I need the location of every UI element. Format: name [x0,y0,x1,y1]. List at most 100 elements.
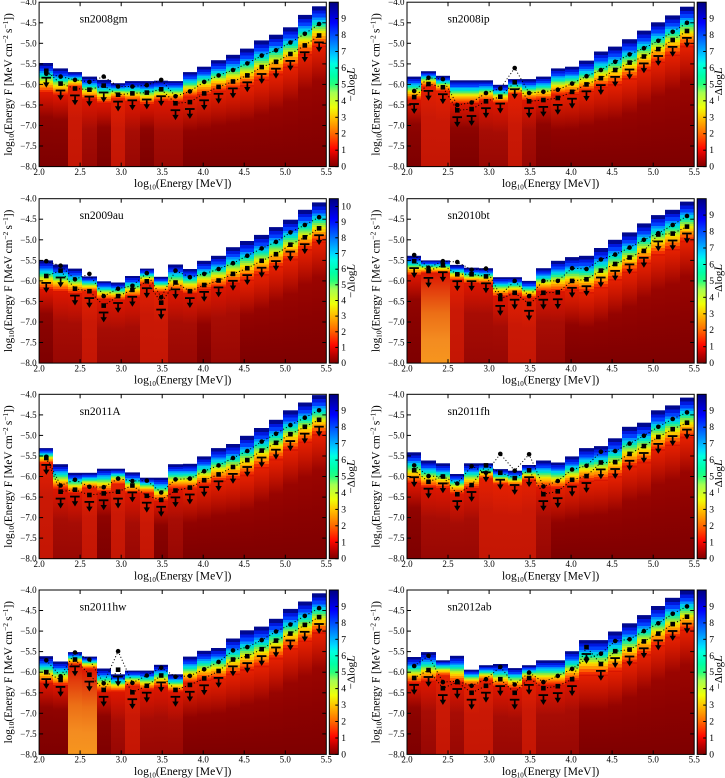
svg-text:4.0: 4.0 [198,559,210,569]
svg-text:−4.0: −4.0 [20,194,37,204]
svg-text:log10(Energy F [MeV cm−2 s−1]): log10(Energy F [MeV cm−2 s−1]) [1,209,16,352]
svg-text:5: 5 [709,472,714,483]
svg-text:10: 10 [341,202,351,213]
svg-text:−5.5: −5.5 [388,255,405,265]
svg-text:0: 0 [341,749,346,760]
svg-text:1: 1 [709,537,714,548]
svg-text:sn2010bt: sn2010bt [448,210,491,222]
svg-text:−7.0: −7.0 [20,513,37,523]
svg-text:4: 4 [341,488,346,499]
svg-text:−8.0: −8.0 [20,554,37,564]
svg-text:−6.5: −6.5 [20,492,37,502]
svg-text:5.5: 5.5 [321,755,333,765]
svg-text:8: 8 [709,618,714,629]
svg-text:log10(Energy F [MeV cm−2 s−1]): log10(Energy F [MeV cm−2 s−1]) [369,405,384,548]
svg-text:5: 5 [341,472,346,483]
svg-text:5.5: 5.5 [689,755,701,765]
svg-text:−6.0: −6.0 [388,79,405,89]
svg-text:5.0: 5.0 [648,755,660,765]
svg-text:−4.0: −4.0 [20,389,37,399]
svg-text:1: 1 [709,342,714,353]
svg-text:5.0: 5.0 [648,363,660,373]
svg-text:7: 7 [709,439,714,450]
svg-text:5: 5 [709,79,714,90]
svg-text:3.0: 3.0 [116,559,128,569]
svg-text:3.5: 3.5 [157,755,169,765]
svg-text:3.0: 3.0 [483,755,495,765]
svg-text:4.5: 4.5 [606,363,618,373]
svg-text:log10(Energy [MeV]): log10(Energy [MeV]) [502,177,599,192]
svg-text:2: 2 [341,521,346,532]
svg-text:7: 7 [709,47,714,58]
svg-text:3.5: 3.5 [524,363,536,373]
svg-text:0: 0 [709,554,714,565]
svg-text:sn2011fh: sn2011fh [448,406,491,418]
svg-text:−6.0: −6.0 [20,276,37,286]
svg-text:log10(Energy F [MeV cm−2 s−1]): log10(Energy F [MeV cm−2 s−1]) [1,13,16,156]
svg-text:2: 2 [709,521,714,532]
svg-text:−7.5: −7.5 [388,141,405,151]
svg-text:1: 1 [341,145,346,156]
svg-text:5: 5 [709,276,714,287]
svg-text:7: 7 [341,439,346,450]
svg-text:−ΔlogL: −ΔlogL [343,264,357,298]
svg-text:9: 9 [709,210,714,221]
svg-text:2: 2 [709,129,714,140]
svg-text:−8.0: −8.0 [20,749,37,759]
svg-text:−7.5: −7.5 [388,338,405,348]
svg-text:2: 2 [341,717,346,728]
svg-text:8: 8 [341,618,346,629]
svg-text:−7.0: −7.0 [388,317,405,327]
svg-text:−4.5: −4.5 [388,214,405,224]
svg-text:4: 4 [709,292,714,303]
svg-text:−8.0: −8.0 [388,554,405,564]
svg-text:5.0: 5.0 [280,167,292,177]
svg-text:8: 8 [709,227,714,238]
svg-text:6: 6 [709,455,714,466]
svg-text:3.5: 3.5 [157,167,169,177]
svg-text:−4.0: −4.0 [388,585,405,595]
svg-text:−5.5: −5.5 [20,255,37,265]
svg-text:log10(Energy [MeV]): log10(Energy [MeV]) [502,569,599,584]
svg-text:3: 3 [341,311,346,322]
svg-text:4.0: 4.0 [565,755,577,765]
svg-text:−4.0: −4.0 [388,389,405,399]
svg-text:3: 3 [341,504,346,515]
svg-text:−7.5: −7.5 [388,533,405,543]
svg-text:−5.0: −5.0 [20,235,37,245]
svg-text:−7.0: −7.0 [20,121,37,131]
svg-text:sn2011hw: sn2011hw [80,602,128,614]
svg-text:−5.0: −5.0 [388,38,405,48]
svg-text:−7.0: −7.0 [388,513,405,523]
svg-text:−5.0: −5.0 [20,626,37,636]
svg-text:9: 9 [709,14,714,25]
svg-text:sn2008ip: sn2008ip [448,14,490,26]
svg-text:log10(Energy F [MeV cm−2 s−1]): log10(Energy F [MeV cm−2 s−1]) [1,405,16,548]
svg-text:log10(Energy [MeV]): log10(Energy [MeV]) [502,374,599,389]
svg-text:5.0: 5.0 [280,755,292,765]
svg-text:log10(Energy [MeV]): log10(Energy [MeV]) [134,177,231,192]
svg-text:−ΔlogL: −ΔlogL [711,264,725,298]
svg-text:2.5: 2.5 [442,559,454,569]
svg-text:−4.5: −4.5 [388,606,405,616]
svg-text:4.5: 4.5 [239,755,251,765]
svg-text:−4.5: −4.5 [388,410,405,420]
svg-text:7: 7 [341,634,346,645]
svg-text:−ΔlogL: −ΔlogL [343,655,357,689]
svg-text:3: 3 [709,504,714,515]
svg-text:−4.5: −4.5 [20,18,37,28]
svg-text:2: 2 [709,717,714,728]
svg-text:9: 9 [341,14,346,25]
svg-text:5.0: 5.0 [648,167,660,177]
svg-text:3.0: 3.0 [116,363,128,373]
svg-text:2.5: 2.5 [442,363,454,373]
svg-text:−6.0: −6.0 [20,667,37,677]
svg-text:6: 6 [709,651,714,662]
svg-text:1: 1 [341,733,346,744]
svg-text:−6.0: −6.0 [388,276,405,286]
svg-text:5.5: 5.5 [321,167,333,177]
svg-text:2.0: 2.0 [401,363,413,373]
svg-text:−8.0: −8.0 [388,358,405,368]
svg-text:6: 6 [709,260,714,271]
svg-text:5.5: 5.5 [321,559,333,569]
